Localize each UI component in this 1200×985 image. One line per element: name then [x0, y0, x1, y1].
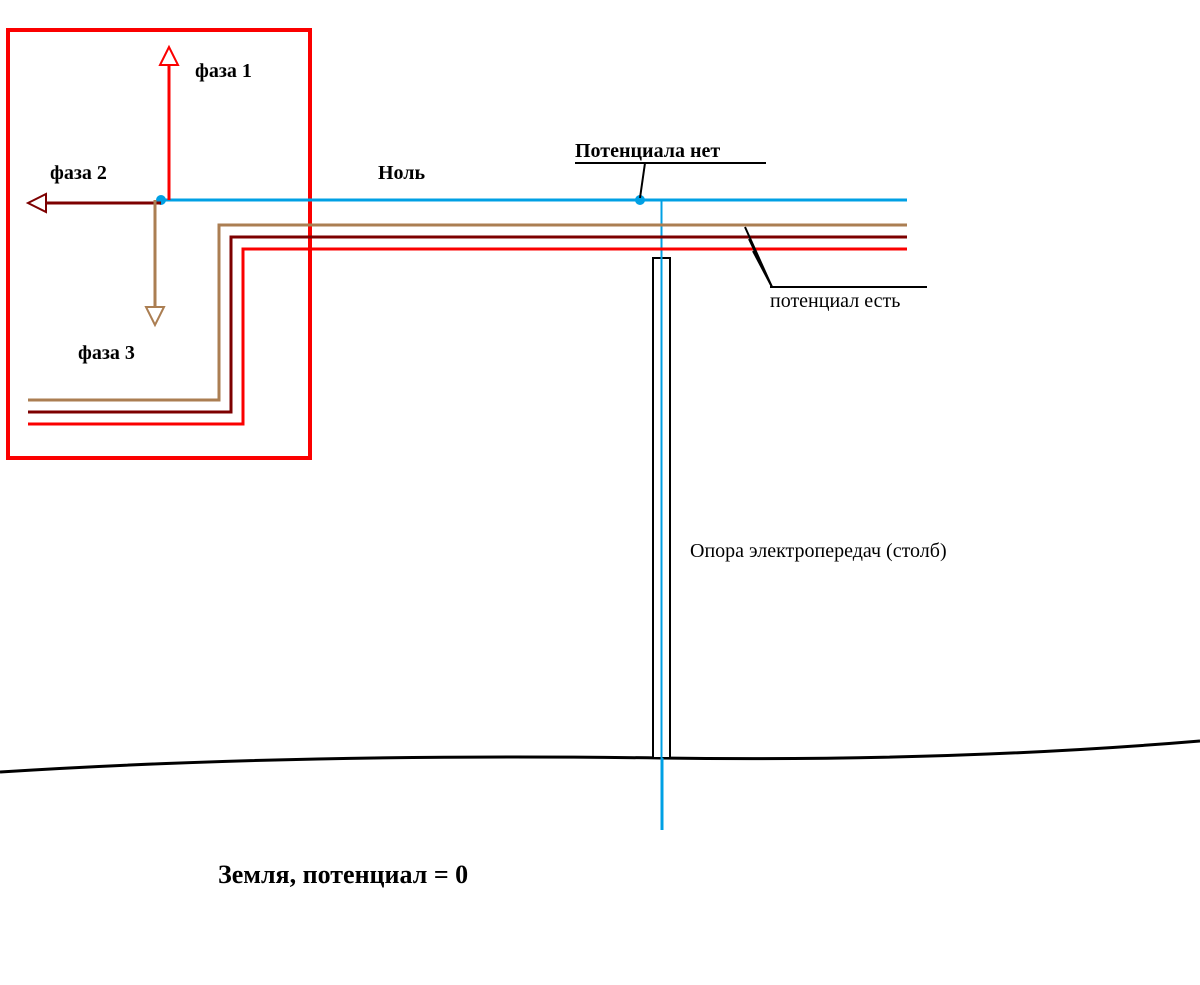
label-earth: Земля, потенциал = 0: [218, 860, 468, 890]
arrow-phase3-head: [146, 307, 164, 325]
phase-wire-2: [28, 237, 907, 412]
label-phase3: фаза 3: [78, 342, 135, 365]
label-phase1: фаза 1: [195, 60, 252, 83]
consumer-box: [8, 30, 310, 458]
label-phase2: фаза 2: [50, 162, 107, 185]
arrow-phase1-head: [160, 47, 178, 65]
label-null: Ноль: [378, 162, 425, 185]
label-has-potential: потенциал есть: [770, 290, 900, 313]
arrow-phase2-head: [28, 194, 46, 212]
callout-no-pot-lead: [640, 163, 645, 198]
ground-line: [0, 741, 1200, 772]
label-no-potential: Потенциала нет: [575, 140, 720, 163]
phase-wire-1: [28, 249, 907, 424]
label-pole: Опора электропередач (столб): [690, 540, 947, 563]
